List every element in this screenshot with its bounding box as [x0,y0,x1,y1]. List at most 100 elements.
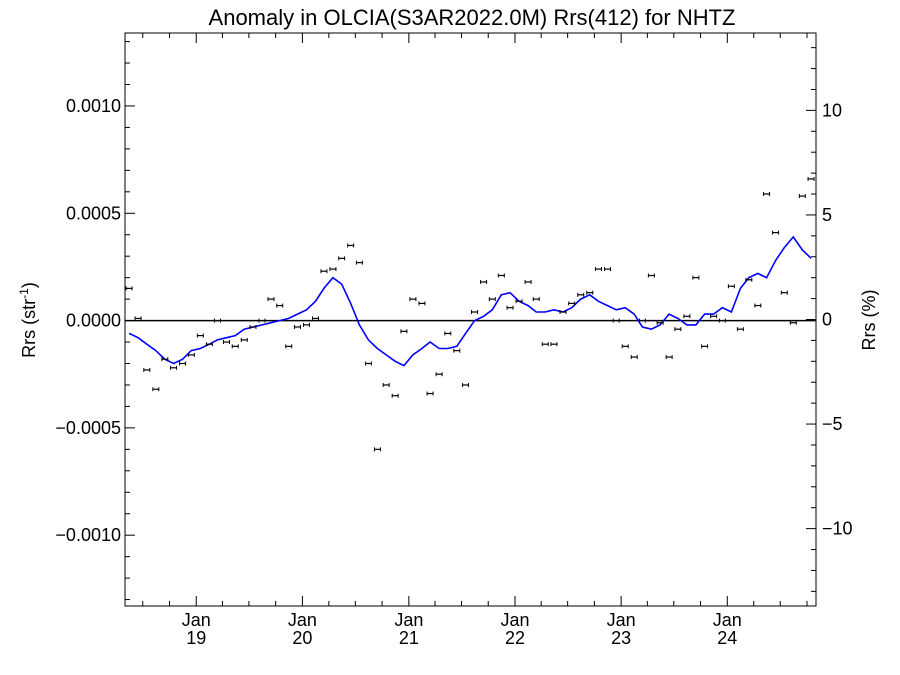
left-tick-label: 0.0005 [66,203,121,223]
data-point [426,391,434,396]
right-tick-label: 5 [822,205,832,225]
data-point [170,365,178,370]
plot-frame [124,32,817,607]
data-point [683,314,691,319]
x-tick-year: 24 [717,628,737,648]
data-point [798,194,806,199]
data-point [745,277,753,282]
right-tick-label: −5 [822,414,843,434]
data-point [638,318,646,323]
data-point [258,318,266,323]
data-point [329,267,337,272]
left-tick-label: −0.0005 [55,418,121,438]
data-point [373,447,381,452]
data-point [789,320,797,325]
data-point [506,305,514,310]
data-point [391,393,399,398]
right-tick-label: 0 [822,310,832,330]
y-axis-left-label: Rrs (str-1) [17,282,39,358]
data-point [311,316,319,321]
data-point [577,292,585,297]
data-point [347,243,355,248]
data-point [471,309,479,314]
data-point [338,256,346,261]
data-point [497,273,505,278]
data-point [125,286,133,291]
data-point [621,344,629,349]
right-tick-label: 10 [822,100,842,120]
data-point [249,325,257,330]
left-tick-label: 0.0010 [66,96,121,116]
data-point [603,267,611,272]
data-point [772,230,780,235]
data-point [453,348,461,353]
x-tick-month: Jan [288,610,317,630]
chart-title: Anomaly in OLCIA(S3AR2022.0M) Rrs(412) f… [209,5,736,30]
data-point [134,316,142,321]
data-point [382,382,390,387]
data-point [267,297,275,302]
x-tick-month: Jan [182,610,211,630]
data-point [559,309,567,314]
x-tick-month: Jan [713,610,742,630]
data-point [462,382,470,387]
data-point [541,342,549,347]
data-point [807,176,815,181]
data-point [532,297,540,302]
data-point [665,355,673,360]
x-tick-year: 22 [505,628,525,648]
data-point [480,279,488,284]
data-point [612,318,620,323]
x-tick-year: 21 [399,628,419,648]
data-point [780,290,788,295]
data-point [161,357,169,362]
data-point [674,327,682,332]
data-point [568,301,576,306]
data-point [222,340,230,345]
axis-ticks [125,33,816,606]
data-point [143,367,151,372]
data-point [630,355,638,360]
left-tick-label: 0.0000 [66,311,121,331]
data-point [444,331,452,336]
left-axis-labels: 0.0010 0.0005 0.0000 −0.0005 −0.0010 [55,96,121,545]
data-point [302,322,310,327]
data-point [754,303,762,308]
data-point [435,372,443,377]
data-point [656,320,664,325]
data-point [240,337,248,342]
data-point [550,342,558,347]
y-axis-right-label: Rrs (%) [859,290,879,351]
series-line-anomaly-mean [128,235,812,367]
right-axis-labels: 10 5 0 −5 −10 [822,100,853,538]
x-tick-month: Jan [607,610,636,630]
data-point [710,314,718,319]
data-point [231,344,239,349]
x-tick-year: 20 [292,628,312,648]
x-tick-year: 23 [611,628,631,648]
data-point [187,352,195,357]
x-tick-month: Jan [394,610,423,630]
data-point [727,284,735,289]
data-point [409,297,417,302]
data-point [293,325,301,330]
left-tick-label: −0.0010 [55,525,121,545]
data-point [586,290,594,295]
data-point [320,269,328,274]
anomaly-line-layer [128,235,812,367]
data-point [355,260,363,265]
data-point [736,327,744,332]
data-point [276,303,284,308]
data-point [488,297,496,302]
data-point [418,301,426,306]
data-point [701,344,709,349]
data-point [515,299,523,304]
data-point [400,329,408,334]
data-point [364,361,372,366]
data-point [524,279,532,284]
data-point [285,344,293,349]
data-point [647,273,655,278]
data-point [196,333,204,338]
